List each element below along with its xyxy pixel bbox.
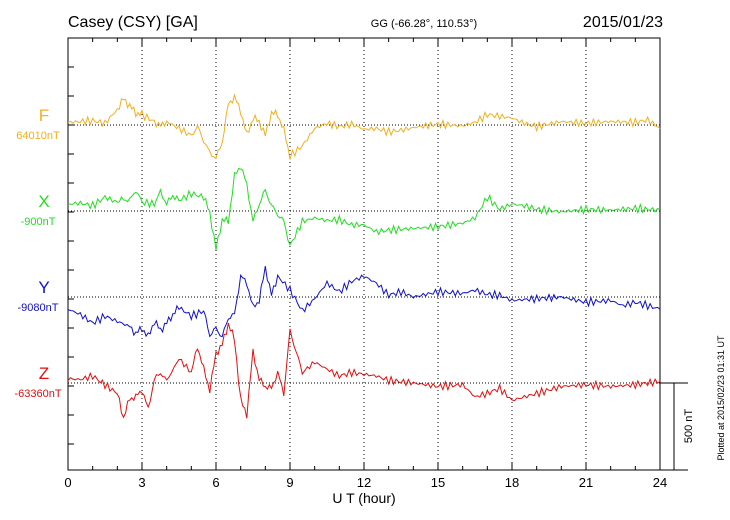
baseline-value-z: -63360nT <box>14 388 61 400</box>
series-name-x: X <box>38 192 49 211</box>
trace-y <box>67 266 661 338</box>
x-tick-label: 18 <box>505 475 519 490</box>
x-tick-label: 3 <box>138 475 145 490</box>
x-tick-label: 0 <box>64 475 71 490</box>
scale-bar: 500 nT <box>660 382 695 471</box>
traces <box>67 93 661 419</box>
trace-z <box>67 322 661 419</box>
series-name-z: Z <box>39 364 49 383</box>
plotted-at-note: Plotted at 2015/02/23 01:31 UT <box>716 335 726 461</box>
axis-ticks <box>67 38 661 470</box>
x-tick-labels: 0 3 6 9 12 15 18 21 24 <box>64 475 667 490</box>
x-tick-label: 6 <box>212 475 219 490</box>
date-label: 2015/01/23 <box>583 14 663 31</box>
trace-f <box>67 93 661 160</box>
trace-x <box>67 167 661 250</box>
series-name-f: F <box>39 106 49 125</box>
coordinates-label: GG (-66.28°, 110.53°) <box>371 18 477 30</box>
x-axis-label: U T (hour) <box>332 490 395 506</box>
x-tick-label: 15 <box>431 475 445 490</box>
station-title: Casey (CSY) [GA] <box>68 14 198 31</box>
baseline-value-f: 64010nT <box>16 130 60 142</box>
scale-bar-label: 500 nT <box>683 409 695 444</box>
baseline-value-y: -9080nT <box>18 302 59 314</box>
grid-lines <box>141 38 587 470</box>
series-name-y: Y <box>38 278 49 297</box>
x-tick-label: 24 <box>653 475 667 490</box>
x-tick-label: 9 <box>286 475 293 490</box>
x-tick-label: 21 <box>579 475 593 490</box>
series-labels: F 64010nT X -900nT Y -9080nT Z -63360nT <box>14 106 61 400</box>
baseline-value-x: -900nT <box>21 216 56 228</box>
x-tick-label: 12 <box>357 475 371 490</box>
